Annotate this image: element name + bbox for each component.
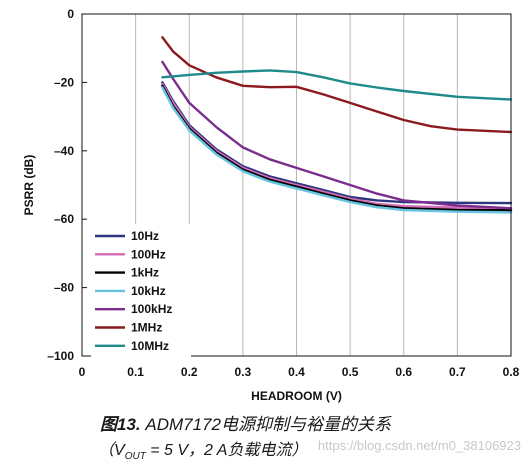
- x-axis-title: HEADROOM (V): [251, 389, 342, 403]
- caption-prefix: （V: [98, 442, 125, 459]
- legend-label-1mhz: 1MHz: [131, 321, 162, 335]
- x-tick-label: 0.7: [449, 365, 466, 379]
- series-line-1mhz: [161, 36, 513, 134]
- legend-label-10hz: 10Hz: [131, 229, 159, 243]
- series-line-100khz: [161, 60, 513, 210]
- y-tick-label: –100: [47, 349, 74, 363]
- series-line-10hz: [161, 81, 513, 205]
- figure-title: ADM7172电源抑制与裕量的关系: [140, 415, 391, 434]
- legend-label-10mhz: 10MHz: [131, 339, 169, 353]
- caption-suffix: = 5 V，2 A负载电流）: [145, 442, 308, 459]
- watermark-url: https://blog.csdn.net/m0_38106923: [317, 438, 521, 453]
- caption-subscript: OUT: [124, 451, 146, 463]
- figure-caption-line-1: 图13. ADM7172电源抑制与裕量的关系: [100, 410, 391, 435]
- y-tick-label: –40: [54, 144, 74, 158]
- legend-label-1khz: 1kHz: [131, 266, 159, 280]
- y-tick-label: 0: [67, 7, 74, 21]
- legend: 10Hz 100Hz 1kHz 10kHz 100kHz 1MHz 10MHz: [95, 229, 172, 353]
- y-axis-title: PSRR (dB): [22, 155, 36, 216]
- x-tick-label: 0.3: [235, 365, 252, 379]
- x-tick-label: 0.5: [342, 365, 359, 379]
- x-tick-label: 0.8: [503, 365, 520, 379]
- series-line-10khz: [161, 86, 513, 214]
- x-tick-label: 0.4: [288, 365, 305, 379]
- plot-frame: [81, 13, 512, 357]
- x-tick-label: 0.6: [395, 365, 412, 379]
- axis-ticks: 0 0.1 0.2 0.3 0.4 0.5 0.6 0.7 0.8 0 –20 –40 –60 –80 –1…: [47, 7, 519, 379]
- series-lines: [161, 36, 513, 214]
- series-line-100hz: [161, 82, 513, 210]
- legend-label-100khz: 100kHz: [131, 302, 172, 316]
- y-tick-label: –60: [54, 212, 74, 226]
- legend-label-100hz: 100Hz: [131, 247, 166, 261]
- series-line-10mhz: [161, 69, 513, 101]
- x-tick-label: 0.2: [181, 365, 198, 379]
- figure-label: 图13.: [100, 415, 141, 434]
- x-tick-label: 0.1: [127, 365, 144, 379]
- y-tick-label: –80: [54, 281, 74, 295]
- y-tick-label: –20: [54, 75, 74, 89]
- figure-caption-line-2: （VOUT = 5 V，2 A负载电流）: [98, 436, 307, 462]
- x-tick-label: 0: [79, 365, 86, 379]
- legend-label-10khz: 10kHz: [131, 284, 166, 298]
